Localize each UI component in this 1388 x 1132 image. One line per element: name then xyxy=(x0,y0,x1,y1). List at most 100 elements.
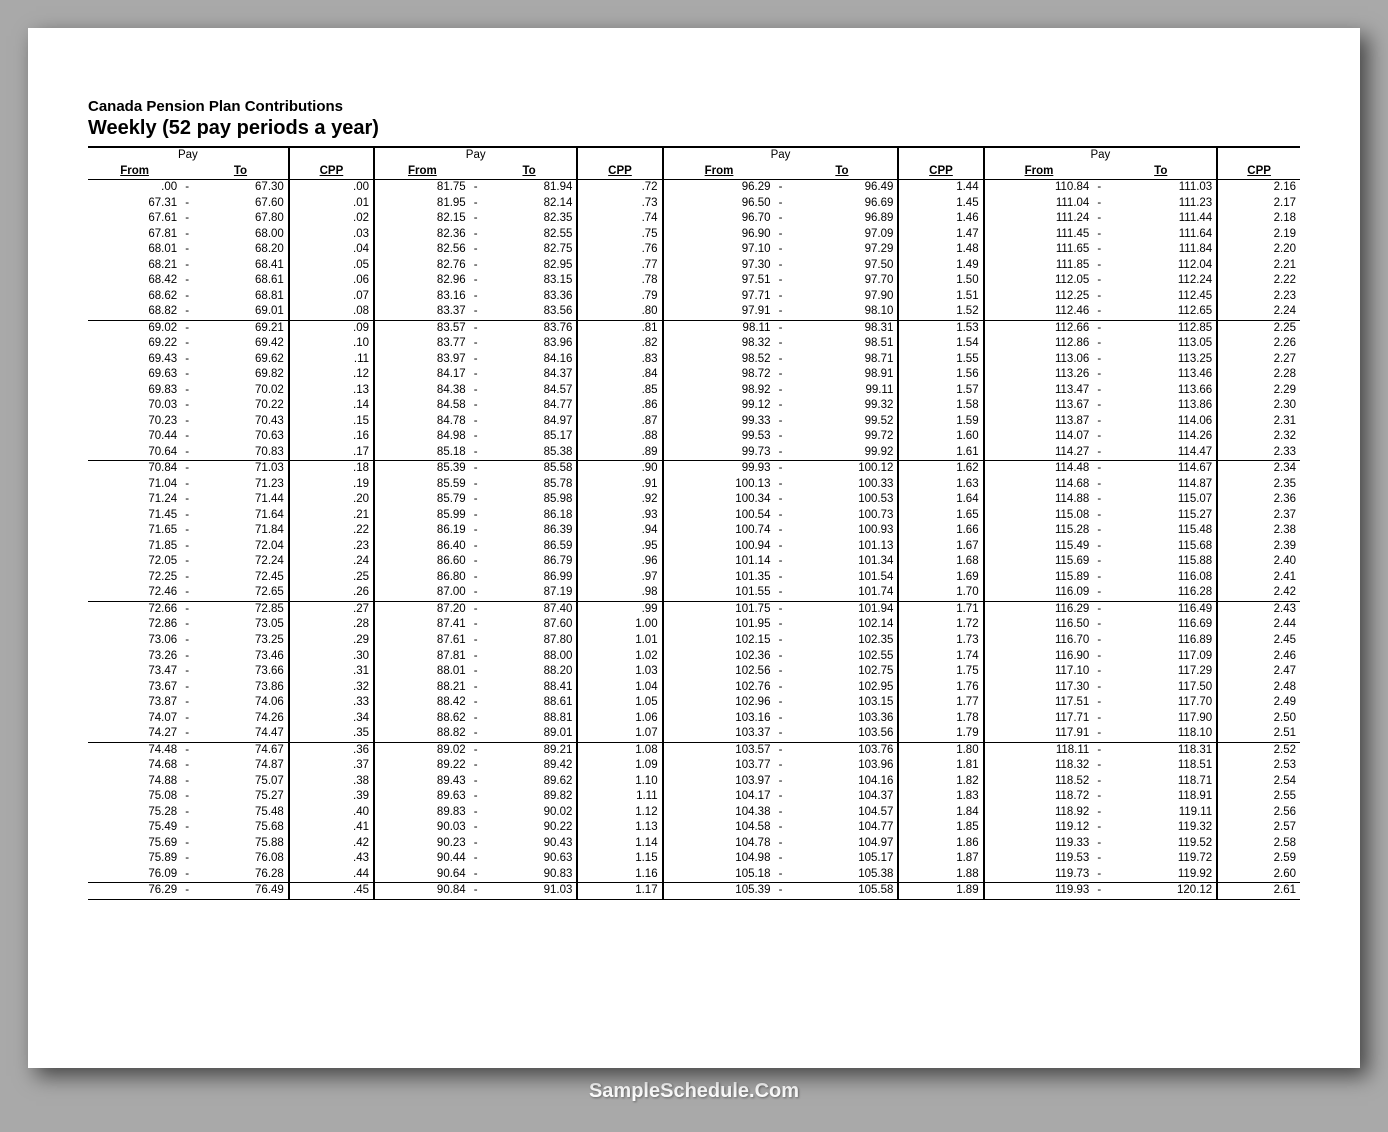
cell-cpp: .08 xyxy=(289,304,374,320)
table-row: 74.68-74.87.3789.22-89.421.09103.77-103.… xyxy=(88,758,1300,774)
table-head: PayPayPayPayFromToCPPFromToCPPFromToCPPF… xyxy=(88,147,1300,180)
cell-from: 116.50 xyxy=(984,617,1094,633)
cell-cpp: .10 xyxy=(289,336,374,352)
cell-to: 104.16 xyxy=(786,774,898,790)
table-row: 69.43-69.62.1183.97-84.16.8398.52-98.711… xyxy=(88,352,1300,368)
cell-cpp: .83 xyxy=(577,352,662,368)
cell-to: 72.85 xyxy=(193,601,289,617)
cell-dash: - xyxy=(181,649,193,665)
header-to: To xyxy=(786,164,898,180)
cell-dash: - xyxy=(774,336,786,352)
cell-cpp: 1.88 xyxy=(898,867,983,883)
cell-dash: - xyxy=(774,320,786,336)
cell-to: 73.66 xyxy=(193,664,289,680)
cell-from: 114.48 xyxy=(984,461,1094,477)
cell-to: 118.71 xyxy=(1105,774,1217,790)
cell-to: 114.87 xyxy=(1105,477,1217,493)
cell-dash: - xyxy=(181,601,193,617)
cell-cpp: .82 xyxy=(577,336,662,352)
cell-cpp: 1.46 xyxy=(898,211,983,227)
cell-from: 88.62 xyxy=(374,711,470,727)
cell-cpp: .24 xyxy=(289,554,374,570)
cell-from: 96.50 xyxy=(663,196,775,212)
cell-cpp: 1.63 xyxy=(898,477,983,493)
cell-from: 76.09 xyxy=(88,867,181,883)
cell-from: 115.28 xyxy=(984,523,1094,539)
cell-to: 102.75 xyxy=(786,664,898,680)
cell-cpp: .88 xyxy=(577,429,662,445)
cell-from: 67.31 xyxy=(88,196,181,212)
table-row: 74.88-75.07.3889.43-89.621.10103.97-104.… xyxy=(88,774,1300,790)
cell-dash: - xyxy=(181,570,193,586)
cell-to: 115.48 xyxy=(1105,523,1217,539)
cell-dash: - xyxy=(1093,429,1105,445)
cell-cpp: 1.58 xyxy=(898,398,983,414)
cell-to: 90.02 xyxy=(482,805,578,821)
table-row: 75.08-75.27.3989.63-89.821.11104.17-104.… xyxy=(88,789,1300,805)
cell-cpp: 1.03 xyxy=(577,664,662,680)
cell-cpp: 1.75 xyxy=(898,664,983,680)
cell-dash: - xyxy=(774,258,786,274)
cell-from: 83.57 xyxy=(374,320,470,336)
cell-from: 88.01 xyxy=(374,664,470,680)
cell-dash: - xyxy=(470,554,482,570)
cell-cpp: .97 xyxy=(577,570,662,586)
cell-to: 102.95 xyxy=(786,680,898,696)
cell-from: 75.49 xyxy=(88,820,181,836)
cell-cpp: 2.28 xyxy=(1217,367,1300,383)
cell-cpp: 1.73 xyxy=(898,633,983,649)
cell-cpp: 2.45 xyxy=(1217,633,1300,649)
cell-to: 72.24 xyxy=(193,554,289,570)
cell-from: 112.46 xyxy=(984,304,1094,320)
cell-dash: - xyxy=(1093,664,1105,680)
cell-to: 71.03 xyxy=(193,461,289,477)
cell-from: 85.79 xyxy=(374,492,470,508)
cell-dash: - xyxy=(470,227,482,243)
cell-from: 117.91 xyxy=(984,726,1094,742)
cell-to: 89.01 xyxy=(482,726,578,742)
cell-from: 114.88 xyxy=(984,492,1094,508)
cell-dash: - xyxy=(774,196,786,212)
cell-cpp: 1.49 xyxy=(898,258,983,274)
cell-dash: - xyxy=(1093,508,1105,524)
document-page: Canada Pension Plan Contributions Weekly… xyxy=(28,28,1360,1068)
cell-to: 105.58 xyxy=(786,883,898,900)
cell-to: 101.13 xyxy=(786,539,898,555)
cell-dash: - xyxy=(1093,867,1105,883)
cell-from: 114.68 xyxy=(984,477,1094,493)
cell-dash: - xyxy=(181,227,193,243)
cell-cpp: 2.37 xyxy=(1217,508,1300,524)
header-from: From xyxy=(663,164,775,180)
cell-cpp: 1.60 xyxy=(898,429,983,445)
cell-from: 76.29 xyxy=(88,883,181,900)
cell-dash: - xyxy=(774,461,786,477)
cell-from: 111.85 xyxy=(984,258,1094,274)
cell-to: 117.50 xyxy=(1105,680,1217,696)
cell-to: 81.94 xyxy=(482,180,578,196)
cell-from: 69.83 xyxy=(88,383,181,399)
cell-from: 105.39 xyxy=(663,883,775,900)
cell-cpp: 2.38 xyxy=(1217,523,1300,539)
cell-from: 85.99 xyxy=(374,508,470,524)
cell-from: 118.52 xyxy=(984,774,1094,790)
cell-to: 85.78 xyxy=(482,477,578,493)
cell-from: 101.14 xyxy=(663,554,775,570)
table-row: 71.04-71.23.1985.59-85.78.91100.13-100.3… xyxy=(88,477,1300,493)
cell-cpp: 2.39 xyxy=(1217,539,1300,555)
cell-dash: - xyxy=(470,680,482,696)
cell-dash: - xyxy=(774,742,786,758)
cell-cpp: 1.17 xyxy=(577,883,662,900)
cell-cpp: .74 xyxy=(577,211,662,227)
table-row: 68.01-68.20.0482.56-82.75.7697.10-97.291… xyxy=(88,242,1300,258)
cell-dash: - xyxy=(470,196,482,212)
cell-cpp: 1.74 xyxy=(898,649,983,665)
cell-cpp: .18 xyxy=(289,461,374,477)
cell-from: 102.96 xyxy=(663,695,775,711)
header-cpp: CPP xyxy=(289,164,374,180)
cell-cpp: 1.67 xyxy=(898,539,983,555)
table-row: 72.86-73.05.2887.41-87.601.00101.95-102.… xyxy=(88,617,1300,633)
cell-dash: - xyxy=(181,492,193,508)
table-row: 68.21-68.41.0582.76-82.95.7797.30-97.501… xyxy=(88,258,1300,274)
cell-to: 74.67 xyxy=(193,742,289,758)
cell-to: 74.06 xyxy=(193,695,289,711)
